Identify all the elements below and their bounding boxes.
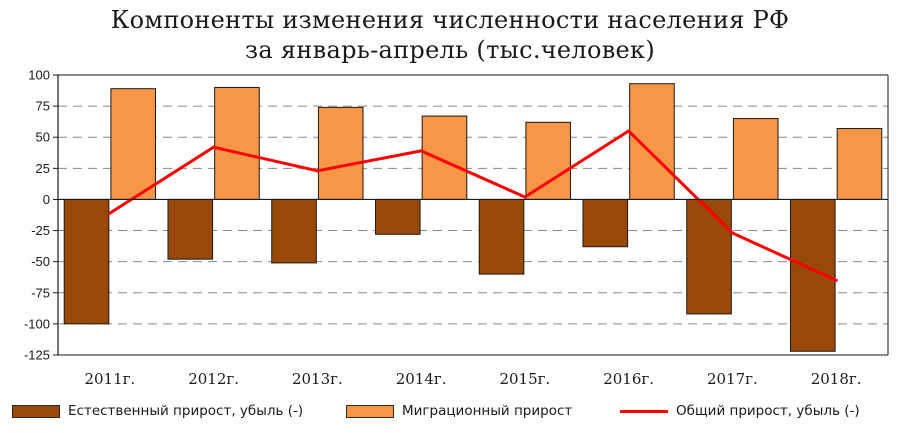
legend-swatch-migration <box>346 404 394 418</box>
legend-item-total: Общий прирост, убыль (-) <box>620 398 860 424</box>
bar-migration-growth <box>732 118 779 200</box>
point-total-growth <box>419 149 423 153</box>
legend-label-natural: Естественный прирост, убыль (-) <box>68 403 304 419</box>
legend-label-total: Общий прирост, убыль (-) <box>676 403 860 419</box>
x-tick-label: 2015г. <box>499 370 550 388</box>
legend-label-migration: Миграционный прирост <box>402 403 573 419</box>
line-total-growth <box>109 129 837 282</box>
y-tick-label: 100 <box>28 68 50 83</box>
point-total-growth <box>627 129 631 133</box>
y-tick-label: 50 <box>36 130 50 145</box>
legend-item-migration: Миграционный прирост <box>346 398 572 424</box>
y-tick-label: -75 <box>31 285 50 300</box>
bar-migration-growth <box>421 115 468 200</box>
point-total-growth <box>834 278 838 282</box>
y-tick-label: 0 <box>43 192 50 207</box>
bar-natural-growth <box>478 198 525 275</box>
bar-natural-growth <box>63 198 110 325</box>
bar-migration-growth <box>629 83 675 200</box>
y-tick-label: 25 <box>36 161 50 176</box>
point-total-growth <box>108 211 112 215</box>
bar-natural-growth <box>582 198 629 248</box>
y-tick-label: 75 <box>36 99 50 114</box>
x-tick-label: 2013г. <box>292 370 343 388</box>
bar-migration-growth <box>214 86 260 200</box>
x-tick-label: 2012г. <box>188 370 239 388</box>
y-tick-label: -125 <box>24 348 50 363</box>
point-total-growth <box>212 145 216 149</box>
bar-migration-growth <box>110 88 157 200</box>
point-total-growth <box>730 231 734 235</box>
legend-item-natural: Естественный прирост, убыль (-) <box>12 398 303 424</box>
bar-natural-growth <box>686 198 732 315</box>
bar-natural-growth <box>167 198 214 260</box>
point-total-growth <box>315 169 319 173</box>
x-tick-label: 2014г. <box>396 370 447 388</box>
chart-subtitle: за январь-апрель (тыс.человек) <box>245 36 655 64</box>
x-tick-label: 2017г. <box>707 370 758 388</box>
chart-legend: Естественный прирост, убыль (-) Миграцио… <box>0 398 900 424</box>
y-tick-label: -100 <box>24 316 50 331</box>
bar-natural-growth <box>374 198 421 235</box>
bar-migration-growth <box>317 106 364 200</box>
x-tick-label: 2016г. <box>603 370 654 388</box>
bar-migration-growth <box>525 121 572 200</box>
y-tick-label: -25 <box>31 223 50 238</box>
chart-plot: 100 75 50 25 0 -25 -50 -75 -100 -125 2011г. 2012г. 2… <box>24 68 889 388</box>
x-tick-label: 2018г. <box>811 370 862 388</box>
x-tick-label: 2011г. <box>84 370 135 388</box>
bar-natural-growth <box>271 198 317 264</box>
bar-migration-growth <box>836 128 883 200</box>
legend-swatch-natural <box>12 404 60 418</box>
legend-swatch-total <box>620 409 668 413</box>
chart-title: Компоненты изменения численности населен… <box>110 6 790 34</box>
point-total-growth <box>523 195 527 199</box>
y-tick-label: -50 <box>31 254 50 269</box>
